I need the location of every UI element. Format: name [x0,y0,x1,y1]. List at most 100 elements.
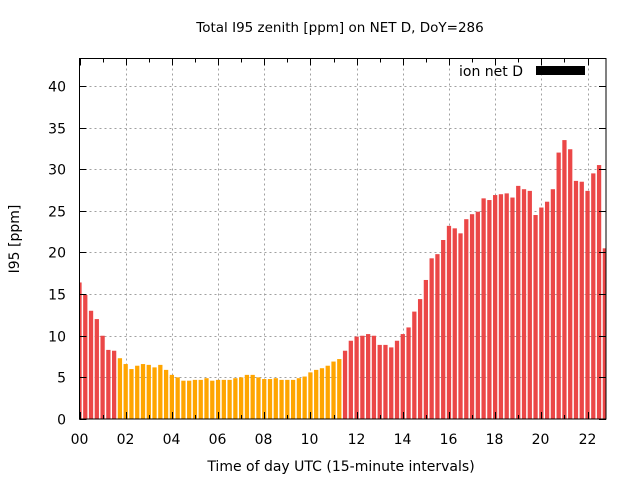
bar [516,185,521,419]
bar [267,379,273,419]
bar [181,380,186,419]
x-tick-label: 14 [394,432,412,448]
bar [79,282,82,419]
y-tick-label: 30 [48,163,66,179]
bar [262,379,267,419]
x-tick-label: 06 [209,432,227,448]
bar [458,233,463,419]
bar [469,214,475,419]
bar [169,374,174,419]
bar [152,367,157,419]
bar [302,376,307,419]
y-tick-label: 25 [48,205,66,221]
bar [296,378,302,419]
plot-frame [79,58,607,420]
x-tick-label: 02 [117,432,135,448]
bar [158,364,163,419]
x-tick-label: 22 [579,432,597,448]
bar [383,344,388,419]
bar [279,379,284,419]
bar [192,379,198,419]
bar [163,369,169,419]
y-tick-label: 35 [48,122,66,138]
bar [325,365,330,419]
bar [331,361,336,419]
bar [521,189,527,419]
bar [562,140,567,419]
x-tick-labels: 00 02 04 06 08 10 12 14 16 18 20 22 [71,432,597,448]
bar [446,225,452,419]
y-tick-labels: 0 5 10 15 20 25 30 35 40 [48,80,66,429]
bars [79,140,606,419]
y-tick-label: 10 [48,330,66,346]
bar [354,336,359,419]
bar [441,240,446,419]
bar [493,195,498,419]
legend-swatch [536,66,585,75]
legend-label: ion net D [459,64,523,80]
bar [366,334,371,419]
bar [602,248,606,419]
x-tick-label: 20 [532,432,550,448]
bar [498,194,504,419]
bar [135,365,140,419]
bar [435,254,440,419]
bar [550,189,556,419]
bar [227,379,232,419]
x-tick-label: 18 [486,432,504,448]
bar [88,310,94,419]
bar [504,193,509,419]
x-tick-label: 08 [255,432,273,448]
bar [204,378,209,419]
bar [83,294,88,419]
bar [464,219,469,419]
bar [175,377,180,419]
bar [94,319,99,419]
x-tick-label: 12 [348,432,366,448]
bar [256,377,261,419]
bar [568,149,573,419]
bar [342,350,348,419]
bar [400,334,405,419]
bar [319,368,325,419]
bar [412,311,417,419]
bar [210,380,215,419]
bar [475,211,480,419]
bar [250,374,255,419]
bar [429,258,434,419]
bar [233,378,238,419]
bar [308,372,313,419]
bar [423,279,429,419]
y-tick-label: 15 [48,288,66,304]
x-tick-label: 04 [163,432,181,448]
legend: ion net D [459,64,585,80]
bar [527,190,532,419]
x-axis-label: Time of day UTC (15-minute intervals) [206,459,474,475]
bar [596,165,602,419]
bar [140,364,146,419]
y-tick-label: 0 [57,413,66,429]
bar [221,379,226,419]
bar [544,201,550,419]
bar [117,358,123,419]
bar [417,299,423,419]
bar [273,378,278,419]
bar [146,364,151,419]
bar [123,364,128,419]
bar [406,327,411,419]
bar [198,379,203,419]
y-tick-label: 40 [48,80,66,96]
axis-ticks [79,58,606,420]
bar [591,173,596,419]
y-tick-label: 5 [57,371,66,387]
x-tick-label: 16 [440,432,458,448]
bar [360,335,365,419]
bar [539,207,544,419]
bar [215,379,221,419]
bar [510,197,515,419]
x-tick-label: 10 [301,432,319,448]
y-tick-label: 20 [48,246,66,262]
bar [585,190,590,419]
bar [371,335,377,419]
